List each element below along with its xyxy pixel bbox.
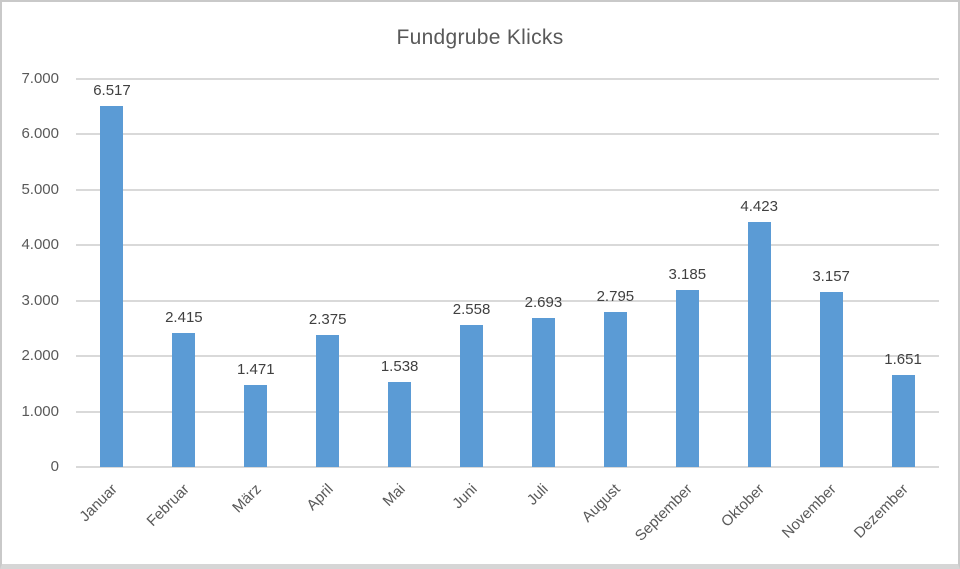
y-axis-tick-label: 5.000 <box>21 180 59 198</box>
bar-januar <box>100 105 124 467</box>
y-axis-tick-label: 7.000 <box>21 70 59 87</box>
y-axis-tick-label: 2.000 <box>21 347 59 365</box>
y-axis-tick-label: 4.000 <box>21 236 59 254</box>
y-gridline <box>76 188 939 191</box>
bar-september <box>675 290 699 467</box>
bar-value-label: 6.517 <box>93 81 131 99</box>
bar-value-label: 2.693 <box>524 293 563 311</box>
bar-value-label: 1.538 <box>380 357 419 375</box>
bar-value-label: 2.415 <box>165 309 203 327</box>
y-axis-tick-label: 0 <box>50 458 59 475</box>
bar-value-label: 4.423 <box>740 197 778 215</box>
bar-dezember <box>891 375 915 467</box>
y-gridline <box>76 299 939 302</box>
bar-value-label: 3.157 <box>812 268 850 285</box>
y-gridline <box>76 244 939 247</box>
bar-mai <box>388 381 412 467</box>
x-axis-category-label: Dezember <box>850 480 912 542</box>
y-axis-tick-label: 6.000 <box>21 125 59 143</box>
bar-juli <box>531 317 555 467</box>
bar-april <box>316 335 340 467</box>
y-axis-tick-label: 1.000 <box>21 402 59 420</box>
bar-oktober <box>747 221 771 467</box>
bar-november <box>819 292 843 467</box>
bar-märz <box>244 385 268 467</box>
chart-title: Fundgrube Klicks <box>396 26 564 49</box>
bar-value-label: 1.651 <box>884 351 922 369</box>
plot-area: 0 1.000 2.000 3.000 4.000 5.000 6.000 7.000 6.51… <box>21 70 939 545</box>
y-axis-tick-label: 3.000 <box>21 291 59 309</box>
bar-februar <box>172 333 196 467</box>
bar-value-label: 2.558 <box>452 301 491 319</box>
bar-value-label: 2.795 <box>596 288 635 306</box>
bar-value-label: 1.471 <box>237 361 275 379</box>
bar-juni <box>460 325 484 467</box>
y-gridline <box>76 133 939 136</box>
y-gridline <box>76 355 939 358</box>
y-gridline <box>76 410 939 413</box>
y-gridline <box>76 78 939 80</box>
bar-august <box>603 312 627 467</box>
bar-value-label: 3.185 <box>668 266 707 284</box>
bar-value-label: 2.375 <box>308 311 347 329</box>
x-axis-line <box>76 466 939 468</box>
